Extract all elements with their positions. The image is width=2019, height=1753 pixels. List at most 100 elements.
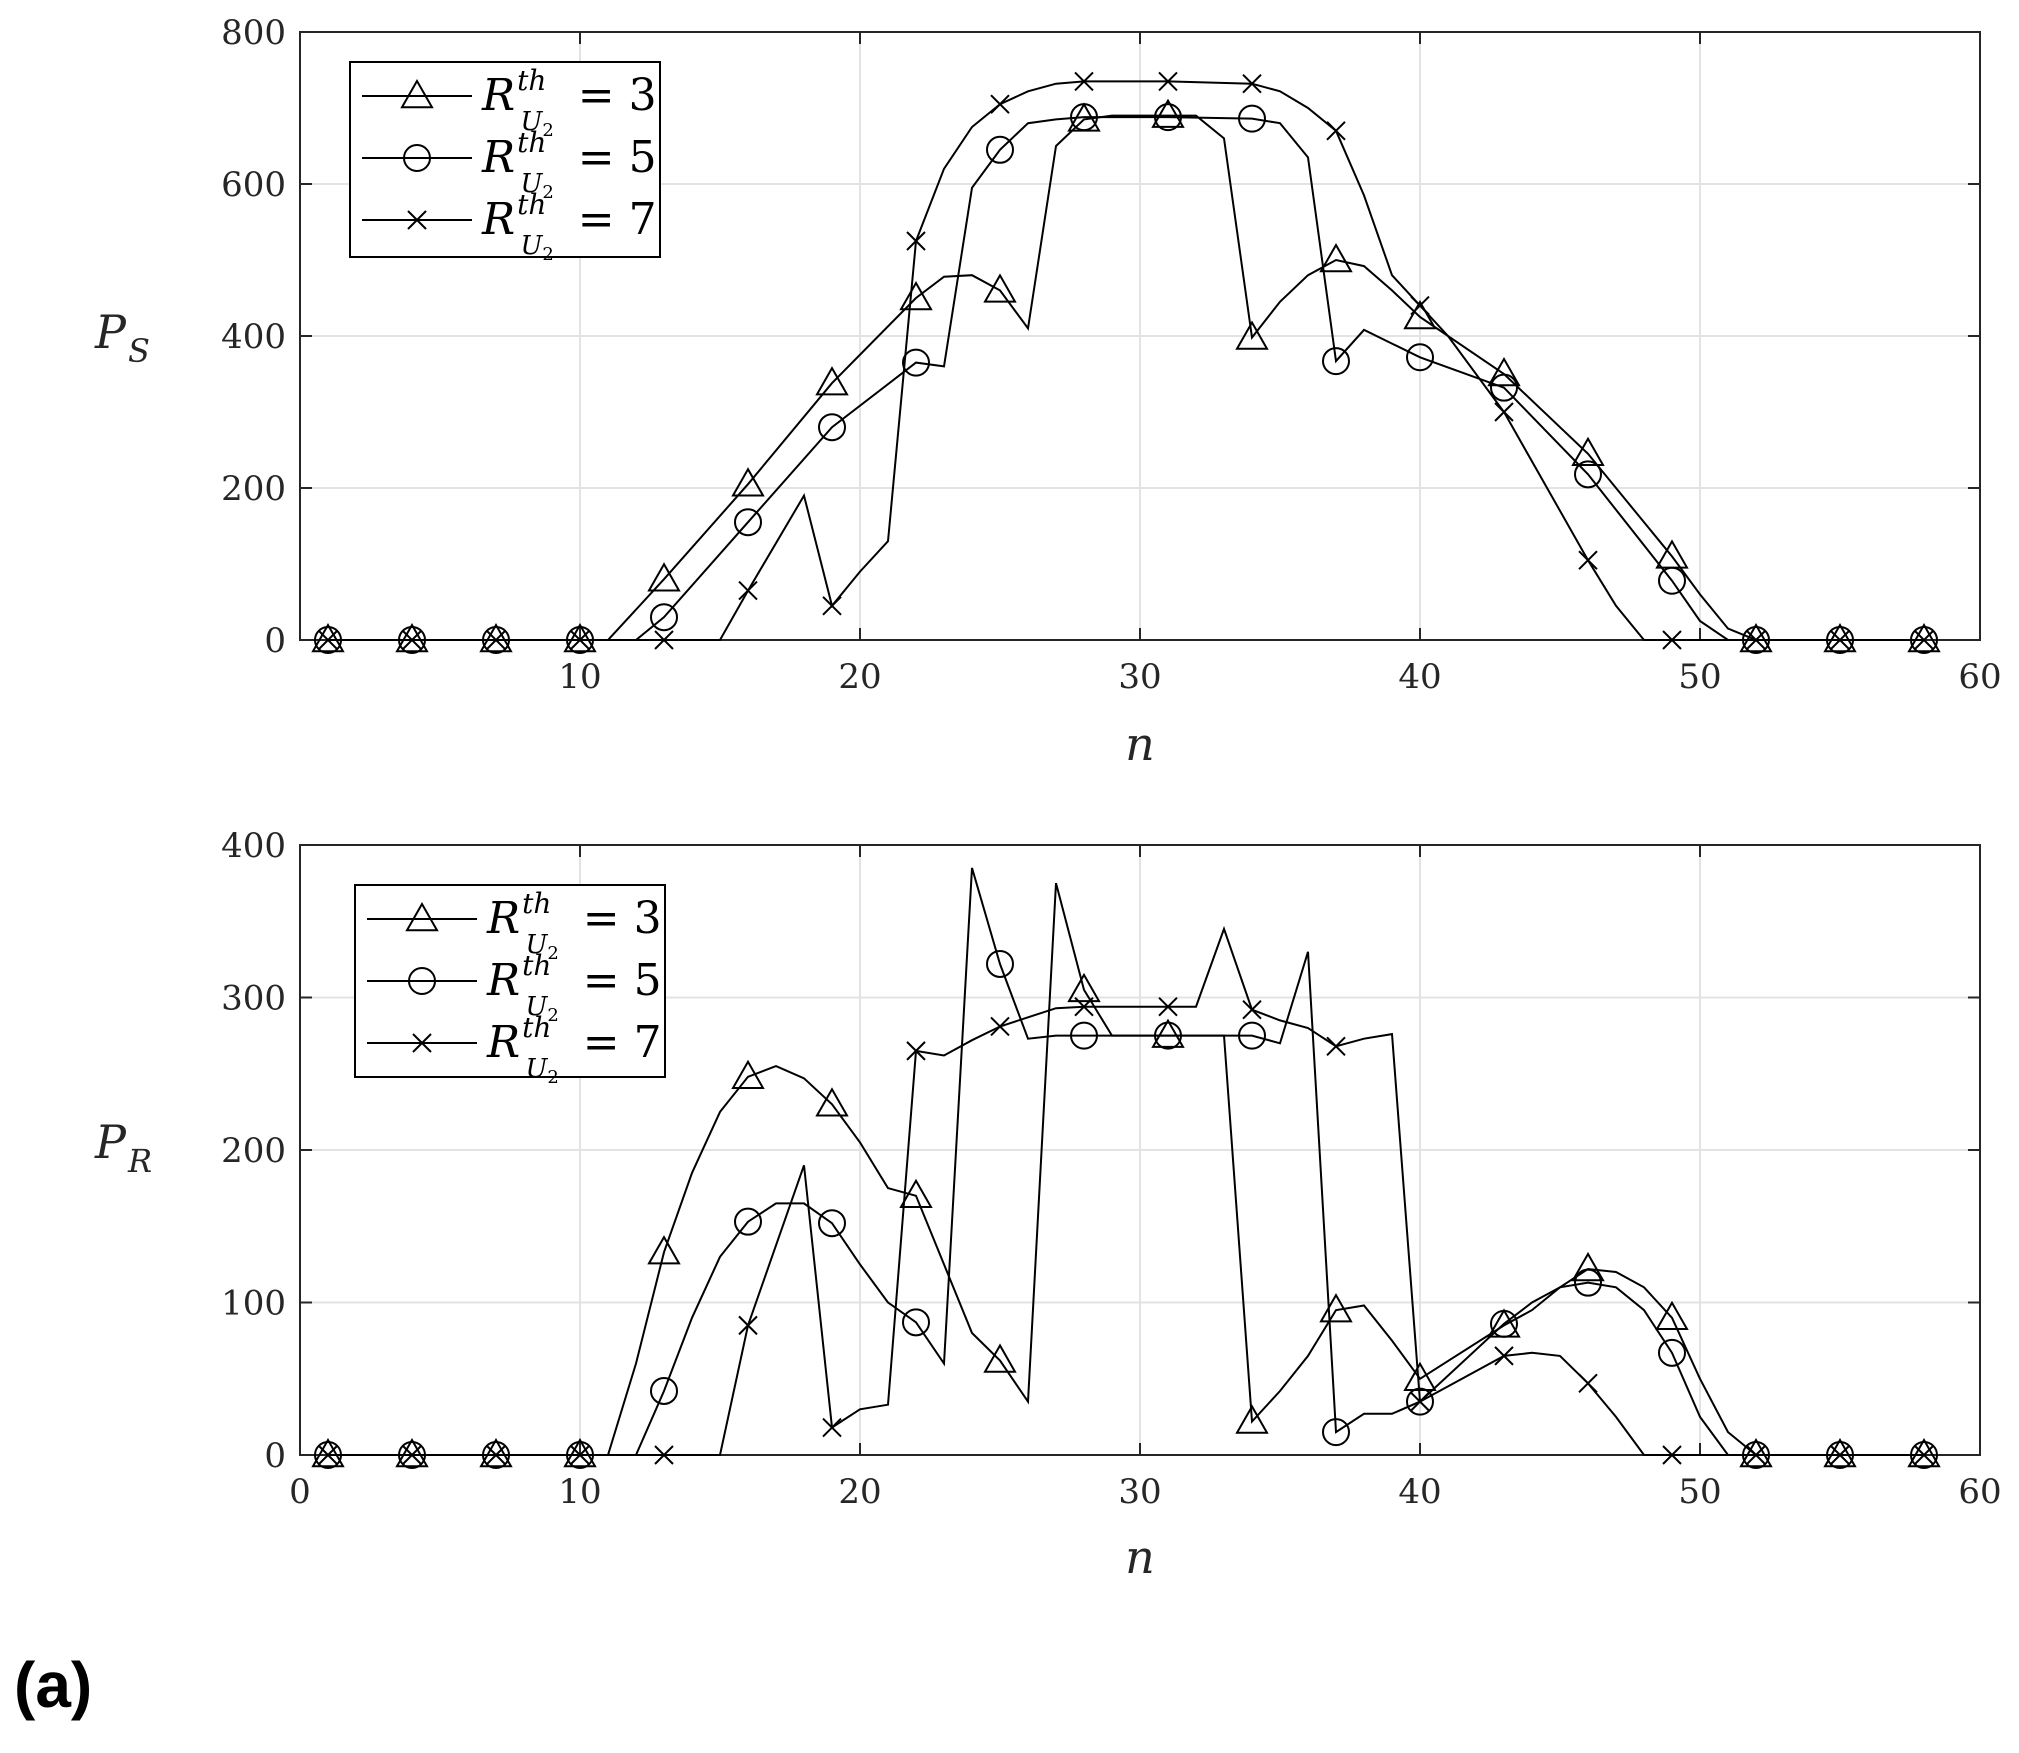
- data-point-x: [1494, 402, 1514, 422]
- data-point-circle: [408, 967, 436, 995]
- data-point-x: [402, 630, 422, 650]
- legend-label: Rth U2 = 5: [481, 126, 657, 203]
- x-tick-label: 40: [1398, 657, 1441, 697]
- y-tick-label: 0: [264, 621, 286, 661]
- data-point-circle: [1574, 1268, 1602, 1297]
- y-tick-label: 600: [221, 165, 286, 205]
- data-point-circle: [1406, 343, 1434, 372]
- y-axis-label: PR: [94, 1115, 152, 1180]
- legend-item-1: Rth U2 = 3: [362, 64, 657, 141]
- data-point-circle: [1490, 373, 1518, 402]
- series-3: [318, 925, 1934, 1465]
- legend-label: Rth U2 = 3: [481, 64, 657, 141]
- x-tick-label: 30: [1118, 657, 1161, 697]
- data-point-x: [1158, 996, 1178, 1017]
- y-axis-label: PS: [94, 305, 150, 370]
- series-3: [318, 71, 1934, 650]
- data-point-x: [738, 1315, 758, 1336]
- x-tick-label: 10: [558, 1472, 601, 1512]
- data-point-circle: [902, 1308, 930, 1337]
- data-point-x: [412, 1033, 432, 1053]
- data-point-circle: [1658, 1338, 1686, 1367]
- data-point-x: [1662, 630, 1682, 650]
- data-point-x: [822, 1417, 842, 1438]
- data-point-triangle: [563, 1437, 597, 1468]
- data-point-triangle: [395, 622, 429, 653]
- y-tick-label: 200: [221, 1131, 286, 1171]
- series-2: [314, 867, 1938, 1469]
- data-point-circle: [1322, 347, 1350, 376]
- data-point-triangle: [899, 1178, 933, 1208]
- data-point-triangle: [647, 1235, 681, 1265]
- legend-box: [349, 61, 661, 258]
- data-point-triangle: [1739, 622, 1773, 653]
- data-point-x: [1074, 71, 1094, 92]
- x-tick-label: 30: [1118, 1472, 1161, 1512]
- data-point-x: [1494, 1346, 1514, 1366]
- data-point-x: [407, 210, 427, 230]
- data-point-x: [1830, 630, 1850, 650]
- data-point-x: [1662, 1445, 1682, 1465]
- data-point-triangle: [1571, 1251, 1605, 1282]
- data-point-x: [1914, 630, 1934, 650]
- x-tick-label: 10: [558, 657, 601, 697]
- data-point-x: [1074, 996, 1094, 1017]
- data-point-circle: [986, 135, 1014, 164]
- data-point-x: [402, 1445, 422, 1465]
- data-point-x: [318, 1445, 338, 1465]
- data-point-triangle: [647, 562, 681, 592]
- data-point-x: [990, 1016, 1010, 1037]
- legend-item-1: Rth U2 = 3: [367, 887, 662, 964]
- y-tick-label: 100: [221, 1284, 286, 1324]
- data-point-triangle: [731, 1059, 765, 1090]
- data-point-triangle: [815, 1087, 849, 1117]
- legend-item-2: Rth U2 = 5: [362, 126, 657, 203]
- data-point-circle: [1154, 1021, 1182, 1050]
- data-point-circle: [403, 144, 431, 172]
- y-tick-label: 0: [264, 1436, 286, 1476]
- data-point-triangle: [479, 622, 513, 653]
- data-point-triangle: [1571, 436, 1605, 467]
- data-point-x: [570, 1445, 590, 1465]
- figure-panel-label: (a): [14, 1649, 93, 1721]
- data-point-circle: [734, 1207, 762, 1236]
- data-point-x: [570, 630, 590, 650]
- data-point-circle: [1574, 460, 1602, 489]
- x-tick-label: 20: [838, 1472, 881, 1512]
- data-point-x: [1326, 121, 1346, 141]
- data-point-circle: [1658, 566, 1686, 595]
- data-point-x: [1410, 295, 1430, 316]
- data-point-triangle: [311, 1437, 345, 1468]
- data-point-x: [1746, 1445, 1766, 1465]
- y-tick-label: 400: [221, 826, 286, 866]
- data-point-triangle: [1907, 1437, 1941, 1468]
- x-tick-label: 40: [1398, 1472, 1441, 1512]
- data-point-triangle: [1823, 1437, 1857, 1468]
- data-point-triangle: [815, 366, 849, 396]
- x-tick-label: 60: [1958, 657, 2001, 697]
- data-point-x: [654, 1445, 674, 1465]
- data-point-x: [1914, 1445, 1934, 1465]
- data-point-triangle: [1151, 98, 1185, 128]
- data-point-triangle: [1823, 622, 1857, 653]
- data-point-triangle: [1235, 320, 1269, 350]
- data-point-triangle: [1655, 1300, 1689, 1330]
- y-tick-label: 200: [221, 469, 286, 509]
- data-point-triangle: [899, 280, 933, 311]
- legend-label: Rth U2 = 3: [486, 887, 662, 964]
- data-point-x: [906, 231, 926, 251]
- data-point-x: [318, 630, 338, 650]
- data-point-triangle: [1739, 1437, 1773, 1468]
- data-point-triangle: [1487, 356, 1521, 387]
- series-line: [328, 867, 1924, 1456]
- data-point-x: [1746, 630, 1766, 650]
- data-point-x: [1242, 999, 1262, 1020]
- series-line: [328, 925, 1924, 1456]
- data-point-triangle: [1067, 972, 1101, 1003]
- x-tick-label: 20: [838, 657, 881, 697]
- data-point-circle: [986, 949, 1014, 978]
- legend-item-3: Rth U2 = 7: [362, 188, 657, 265]
- data-point-x: [1158, 71, 1178, 92]
